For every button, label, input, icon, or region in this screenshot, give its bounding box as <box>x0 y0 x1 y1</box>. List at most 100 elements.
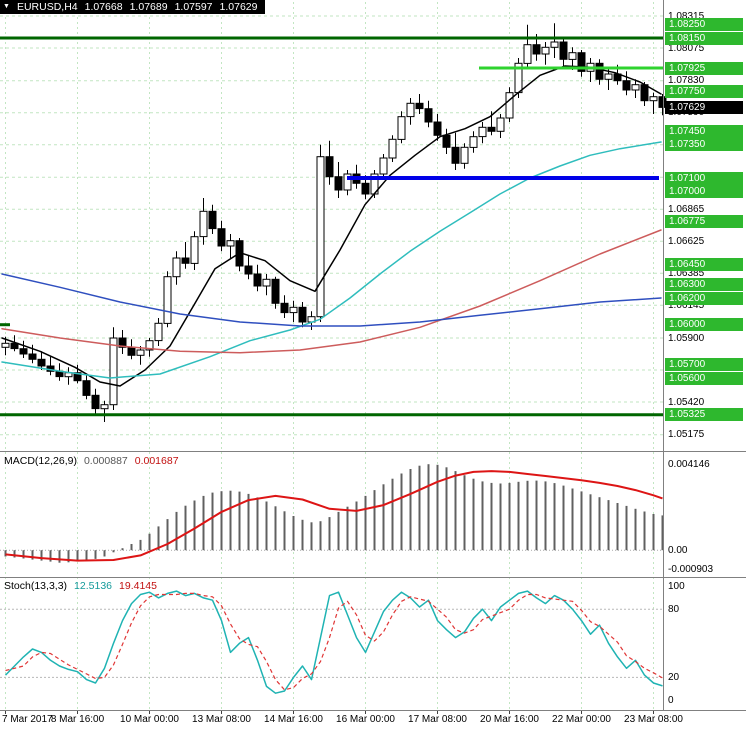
candle <box>451 146 460 164</box>
price-level-label: 1.05600 <box>665 371 743 385</box>
price-level-label: 1.05700 <box>665 358 743 372</box>
candle <box>145 340 154 351</box>
price-level-label: 1.07000 <box>665 184 743 198</box>
candle <box>442 134 451 148</box>
ma-medium-cyan <box>1 141 662 379</box>
current-price-label: 1.07629 <box>665 101 743 114</box>
candle <box>136 349 145 356</box>
candle <box>181 257 190 264</box>
candle <box>640 84 649 102</box>
symbol-timeframe: EURUSD,H4 <box>16 1 78 13</box>
candle <box>280 302 289 314</box>
price-tick: 1.08075 <box>668 42 705 54</box>
candle <box>406 102 415 118</box>
price-tick: 1.05175 <box>668 429 705 441</box>
candle <box>496 117 505 132</box>
macd-axis-label: 0.004146 <box>668 458 710 470</box>
price-level-label: 1.06200 <box>665 291 743 305</box>
candle <box>433 121 442 136</box>
price-tick: 1.06145 <box>668 299 705 311</box>
candle <box>388 138 397 159</box>
candle <box>559 41 568 60</box>
price-tick: 1.05900 <box>668 332 705 344</box>
candle <box>118 337 127 348</box>
candle <box>469 136 478 148</box>
price-level-label: 1.07100 <box>665 171 743 185</box>
price-level-label: 1.07750 <box>665 84 743 98</box>
macd-axis-label: -0.000903 <box>668 563 714 575</box>
candle <box>334 176 343 191</box>
price-tick: 1.06385 <box>668 267 705 279</box>
price-level-label: 1.06775 <box>665 214 743 228</box>
candle <box>217 228 226 247</box>
candle <box>505 92 514 119</box>
quote-open: 1.07668 <box>84 1 123 13</box>
price-level-label: 1.05325 <box>665 408 743 422</box>
candle <box>154 322 163 342</box>
candle <box>127 346 136 356</box>
candle <box>10 342 19 350</box>
price-level-label: 1.07350 <box>665 138 743 152</box>
macd-value: 0.000887 <box>83 455 128 467</box>
stoch-axis-label: 20 <box>668 671 680 683</box>
price-tick: 1.05420 <box>668 396 705 408</box>
candle <box>82 380 91 396</box>
time-axis-label: 17 Mar 08:00 <box>408 714 467 725</box>
time-axis-label: 16 Mar 00:00 <box>336 714 395 725</box>
candle <box>478 126 487 138</box>
candle <box>19 348 28 355</box>
time-axis-label: 7 Mar 2017 <box>2 714 53 725</box>
stoch-value: 12.5136 <box>74 580 113 592</box>
price-level-label: 1.07450 <box>665 124 743 138</box>
candle <box>550 41 559 48</box>
time-axis-label: 10 Mar 00:00 <box>120 714 179 725</box>
macd-label: MACD(12,26,9) <box>4 455 77 467</box>
candle <box>226 240 235 247</box>
stoch-label: Stoch(13,3,3) <box>4 580 68 592</box>
candle <box>316 156 325 318</box>
candle <box>568 52 577 60</box>
stoch-axis-label: 100 <box>668 581 685 592</box>
candle <box>190 236 199 264</box>
price-level-label: 1.06450 <box>665 258 743 272</box>
candle <box>37 358 46 367</box>
candle <box>325 156 334 178</box>
candle <box>28 353 37 360</box>
candles-layer <box>1 23 667 422</box>
time-axis[interactable]: 7 Mar 2017 8 Mar 16:00 10 Mar 00:00 13 Mar … <box>0 714 746 731</box>
candle <box>577 52 586 72</box>
expand-quote-panel-icon[interactable]: ▼ <box>3 3 10 10</box>
stoch-indicator-header: Stoch(13,3,3) 12.5136 19.4145 <box>4 580 157 593</box>
price-scale[interactable]: 1.083151.080751.078301.075901.068651.066… <box>664 0 746 711</box>
candle <box>541 46 550 55</box>
candle <box>199 210 208 238</box>
macd-signal-line <box>5 470 663 562</box>
price-tick: 1.06625 <box>668 235 705 247</box>
candle <box>100 404 109 410</box>
quote-low: 1.07597 <box>174 1 213 13</box>
candle <box>523 44 532 64</box>
stoch-signal-value: 19.4145 <box>119 580 157 592</box>
price-level-label: 1.07925 <box>665 61 743 75</box>
stoch-axis-label: 80 <box>668 603 680 615</box>
candle <box>631 84 640 91</box>
time-axis-label: 14 Mar 16:00 <box>264 714 323 725</box>
candle <box>487 126 496 132</box>
time-axis-label: 22 Mar 00:00 <box>552 714 611 725</box>
candle <box>253 273 262 287</box>
quote-close: 1.07629 <box>219 1 258 13</box>
candle <box>91 394 100 410</box>
candle <box>532 44 541 55</box>
stoch-axis-label: 0 <box>668 694 674 706</box>
time-axis-label: 8 Mar 16:00 <box>50 714 105 725</box>
macd-axis-label: 0.00 <box>668 544 688 556</box>
stoch-main-line <box>4 590 663 694</box>
candle <box>397 116 406 140</box>
candle <box>163 276 172 324</box>
ma-slow-red <box>1 229 662 354</box>
candle <box>595 62 604 80</box>
candle <box>244 265 253 275</box>
candle <box>73 372 82 382</box>
